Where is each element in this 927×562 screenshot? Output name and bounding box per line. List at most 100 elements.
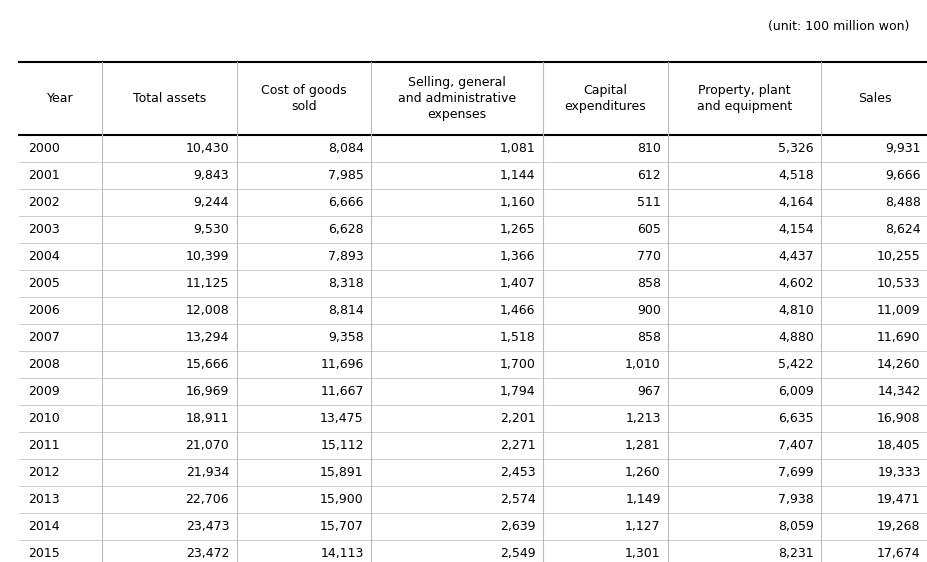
Text: 8,814: 8,814	[327, 303, 363, 317]
Text: 7,985: 7,985	[327, 169, 363, 182]
Text: 1,149: 1,149	[625, 492, 660, 506]
Text: 6,009: 6,009	[777, 384, 813, 398]
Text: 858: 858	[636, 277, 660, 290]
Text: 2005: 2005	[28, 277, 59, 290]
Text: 1,144: 1,144	[500, 169, 535, 182]
Text: (unit: 100 million won): (unit: 100 million won)	[768, 20, 908, 33]
Text: 612: 612	[637, 169, 660, 182]
Text: 967: 967	[636, 384, 660, 398]
Text: 8,084: 8,084	[327, 142, 363, 155]
Text: 2012: 2012	[28, 465, 59, 479]
Text: 19,333: 19,333	[876, 465, 920, 479]
Text: 1,213: 1,213	[625, 411, 660, 425]
Text: 2013: 2013	[28, 492, 59, 506]
Text: 13,294: 13,294	[185, 330, 229, 344]
Text: 1,700: 1,700	[499, 357, 535, 371]
Text: 4,518: 4,518	[777, 169, 813, 182]
Text: 1,127: 1,127	[625, 519, 660, 533]
Text: 2,574: 2,574	[499, 492, 535, 506]
Text: 6,635: 6,635	[778, 411, 813, 425]
Text: 2,201: 2,201	[500, 411, 535, 425]
Text: 10,255: 10,255	[876, 250, 920, 263]
Text: 5,326: 5,326	[778, 142, 813, 155]
Text: 9,530: 9,530	[193, 223, 229, 236]
Text: 8,318: 8,318	[327, 277, 363, 290]
Text: 2,549: 2,549	[500, 546, 535, 560]
Text: 1,160: 1,160	[500, 196, 535, 209]
Text: 2015: 2015	[28, 546, 59, 560]
Text: 900: 900	[636, 303, 660, 317]
Text: 4,810: 4,810	[777, 303, 813, 317]
Text: 2006: 2006	[28, 303, 59, 317]
Text: 2000: 2000	[28, 142, 59, 155]
Text: 19,471: 19,471	[876, 492, 920, 506]
Text: 9,244: 9,244	[194, 196, 229, 209]
Text: 19,268: 19,268	[876, 519, 920, 533]
Text: Year: Year	[47, 92, 73, 105]
Text: 2,639: 2,639	[500, 519, 535, 533]
Text: 1,301: 1,301	[625, 546, 660, 560]
Text: 8,624: 8,624	[884, 223, 920, 236]
Text: 11,667: 11,667	[320, 384, 363, 398]
Text: 15,707: 15,707	[320, 519, 363, 533]
Text: 8,059: 8,059	[777, 519, 813, 533]
Text: Total assets: Total assets	[133, 92, 206, 105]
Text: 1,281: 1,281	[625, 438, 660, 452]
Text: 2014: 2014	[28, 519, 59, 533]
Text: 4,880: 4,880	[777, 330, 813, 344]
Text: 6,628: 6,628	[328, 223, 363, 236]
Text: 1,794: 1,794	[500, 384, 535, 398]
Text: 14,260: 14,260	[876, 357, 920, 371]
Text: 2009: 2009	[28, 384, 59, 398]
Text: 2004: 2004	[28, 250, 59, 263]
Text: 1,518: 1,518	[499, 330, 535, 344]
Text: 2002: 2002	[28, 196, 59, 209]
Text: 1,407: 1,407	[499, 277, 535, 290]
Text: 4,437: 4,437	[778, 250, 813, 263]
Text: 1,081: 1,081	[499, 142, 535, 155]
Text: 4,154: 4,154	[778, 223, 813, 236]
Text: 9,843: 9,843	[194, 169, 229, 182]
Text: 23,473: 23,473	[185, 519, 229, 533]
Text: Selling, general
and administrative
expenses: Selling, general and administrative expe…	[398, 76, 515, 121]
Text: 605: 605	[636, 223, 660, 236]
Text: 2003: 2003	[28, 223, 59, 236]
Text: 18,911: 18,911	[185, 411, 229, 425]
Text: 15,891: 15,891	[320, 465, 363, 479]
Text: 7,407: 7,407	[777, 438, 813, 452]
Text: 9,358: 9,358	[327, 330, 363, 344]
Text: 810: 810	[636, 142, 660, 155]
Text: 2,271: 2,271	[500, 438, 535, 452]
Text: 2010: 2010	[28, 411, 59, 425]
Text: 1,466: 1,466	[500, 303, 535, 317]
Text: 13,475: 13,475	[320, 411, 363, 425]
Text: 18,405: 18,405	[876, 438, 920, 452]
Text: 2007: 2007	[28, 330, 59, 344]
Text: 2011: 2011	[28, 438, 59, 452]
Text: 11,690: 11,690	[876, 330, 920, 344]
Text: 6,666: 6,666	[328, 196, 363, 209]
Text: 10,533: 10,533	[876, 277, 920, 290]
Text: Property, plant
and equipment: Property, plant and equipment	[696, 84, 792, 113]
Text: 7,699: 7,699	[778, 465, 813, 479]
Text: 8,488: 8,488	[883, 196, 920, 209]
Text: 14,342: 14,342	[876, 384, 920, 398]
Text: 17,674: 17,674	[876, 546, 920, 560]
Text: 15,900: 15,900	[320, 492, 363, 506]
Text: 16,969: 16,969	[185, 384, 229, 398]
Text: 9,666: 9,666	[884, 169, 920, 182]
Text: 5,422: 5,422	[778, 357, 813, 371]
Text: 1,366: 1,366	[500, 250, 535, 263]
Text: 23,472: 23,472	[185, 546, 229, 560]
Text: 15,666: 15,666	[185, 357, 229, 371]
Text: 22,706: 22,706	[185, 492, 229, 506]
Text: 11,696: 11,696	[320, 357, 363, 371]
Text: 12,008: 12,008	[185, 303, 229, 317]
Text: 511: 511	[636, 196, 660, 209]
Text: 2001: 2001	[28, 169, 59, 182]
Text: 21,070: 21,070	[185, 438, 229, 452]
Text: 15,112: 15,112	[320, 438, 363, 452]
Text: Cost of goods
sold: Cost of goods sold	[260, 84, 347, 113]
Text: Sales: Sales	[857, 92, 891, 105]
Text: 16,908: 16,908	[876, 411, 920, 425]
